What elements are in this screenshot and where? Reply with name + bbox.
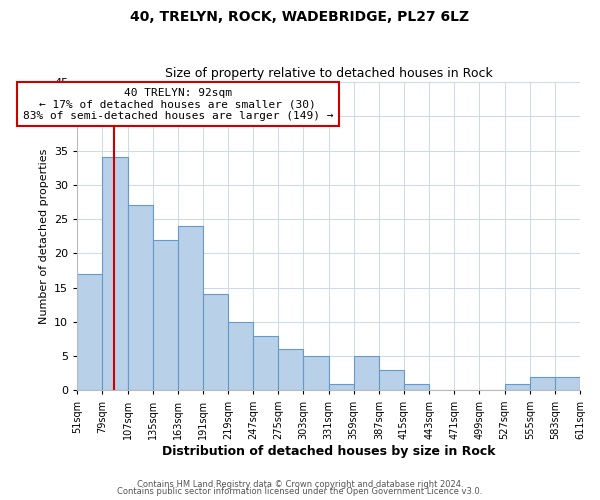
X-axis label: Distribution of detached houses by size in Rock: Distribution of detached houses by size …	[162, 444, 496, 458]
Bar	[128, 206, 152, 390]
Bar	[505, 384, 530, 390]
Text: Contains HM Land Registry data © Crown copyright and database right 2024.: Contains HM Land Registry data © Crown c…	[137, 480, 463, 489]
Bar	[354, 356, 379, 390]
Bar	[228, 322, 253, 390]
Bar	[304, 356, 329, 390]
Bar	[530, 376, 555, 390]
Bar	[379, 370, 404, 390]
Bar	[203, 294, 228, 390]
Bar	[103, 158, 128, 390]
Bar	[555, 376, 580, 390]
Bar	[329, 384, 354, 390]
Text: 40, TRELYN, ROCK, WADEBRIDGE, PL27 6LZ: 40, TRELYN, ROCK, WADEBRIDGE, PL27 6LZ	[130, 10, 470, 24]
Bar	[77, 274, 103, 390]
Bar	[404, 384, 429, 390]
Bar	[178, 226, 203, 390]
Title: Size of property relative to detached houses in Rock: Size of property relative to detached ho…	[165, 66, 493, 80]
Bar	[152, 240, 178, 390]
Y-axis label: Number of detached properties: Number of detached properties	[38, 148, 49, 324]
Bar	[278, 350, 304, 391]
Text: Contains public sector information licensed under the Open Government Licence v3: Contains public sector information licen…	[118, 488, 482, 496]
Bar	[253, 336, 278, 390]
Text: 40 TRELYN: 92sqm
← 17% of detached houses are smaller (30)
83% of semi-detached : 40 TRELYN: 92sqm ← 17% of detached house…	[23, 88, 333, 120]
